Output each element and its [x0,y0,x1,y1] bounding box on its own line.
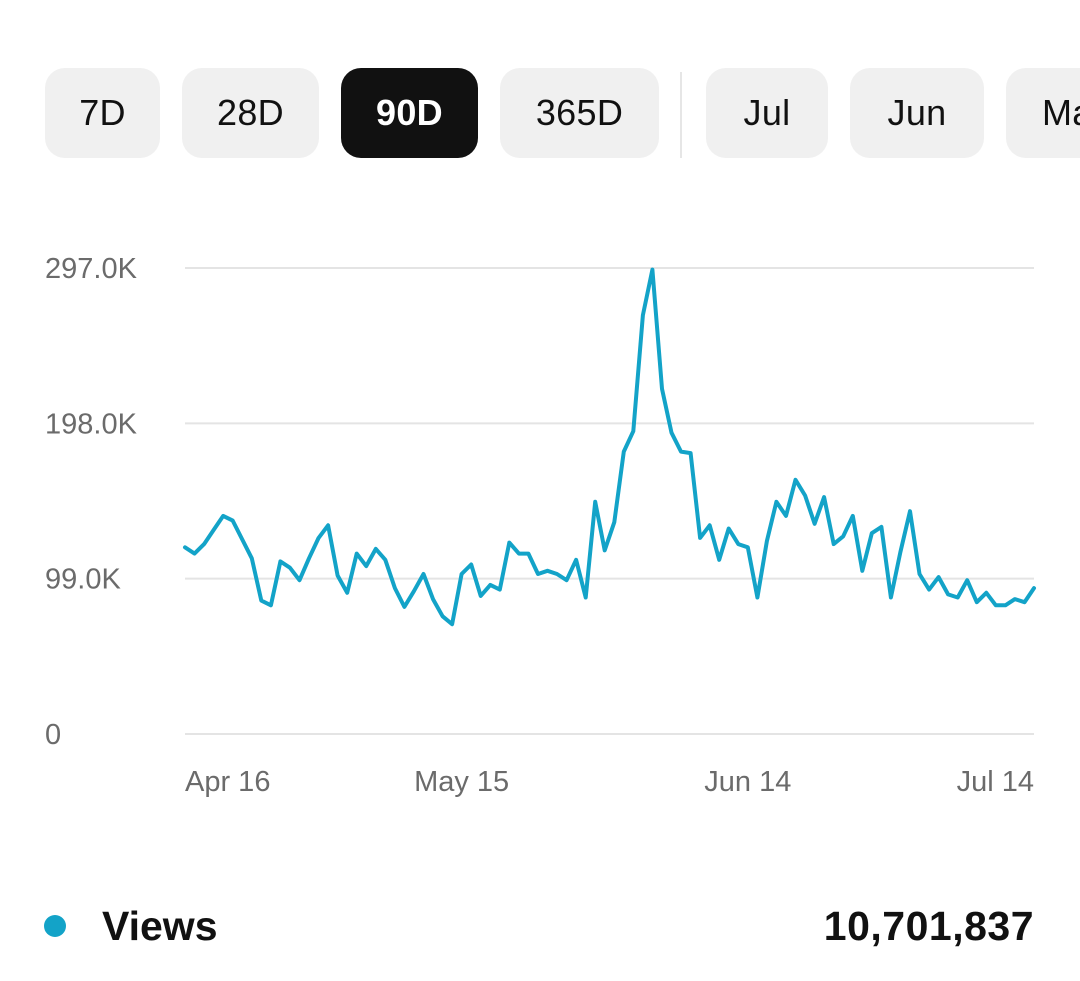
x-tick-label: Jun 14 [704,766,791,798]
total-views-value: 10,701,837 [823,902,1034,949]
tab-7d[interactable]: 7D [45,68,160,158]
tab-jun[interactable]: Jun [850,68,984,158]
y-tick-label: 0 [45,719,61,751]
y-tick-label: 297.0K [45,253,138,285]
tab-90d[interactable]: 90D [341,68,478,158]
tab-divider [680,72,682,158]
y-tick-label: 198.0K [45,408,138,440]
x-tick-label: Jul 14 [957,766,1034,798]
y-tick-label: 99.0K [45,564,121,596]
views-legend-dot-icon [44,915,66,937]
tab-may[interactable]: Ma [1006,68,1080,158]
chart-legend: Views 10,701,837 [44,896,1034,956]
views-line-chart: 0 99.0K 198.0K 297.0K Apr 16 May 15 Jun 14 Jul… [45,253,1036,798]
x-tick-label: Apr 16 [185,766,270,798]
tab-28d[interactable]: 28D [182,68,319,158]
y-axis-tick-labels: 0 99.0K 198.0K 297.0K [45,253,138,751]
chart-gridlines [185,267,1034,735]
date-range-tabs: 7D 28D 90D 365D Jul Jun Ma [0,68,1080,160]
tab-jul[interactable]: Jul [706,68,828,158]
series-layer [183,267,1036,627]
views-series-line [183,267,1036,627]
x-axis-tick-labels: Apr 16 May 15 Jun 14 Jul 14 [185,766,1034,798]
legend-series-label: Views [102,902,218,949]
x-tick-label: May 15 [414,766,509,798]
tab-365d[interactable]: 365D [500,68,659,158]
